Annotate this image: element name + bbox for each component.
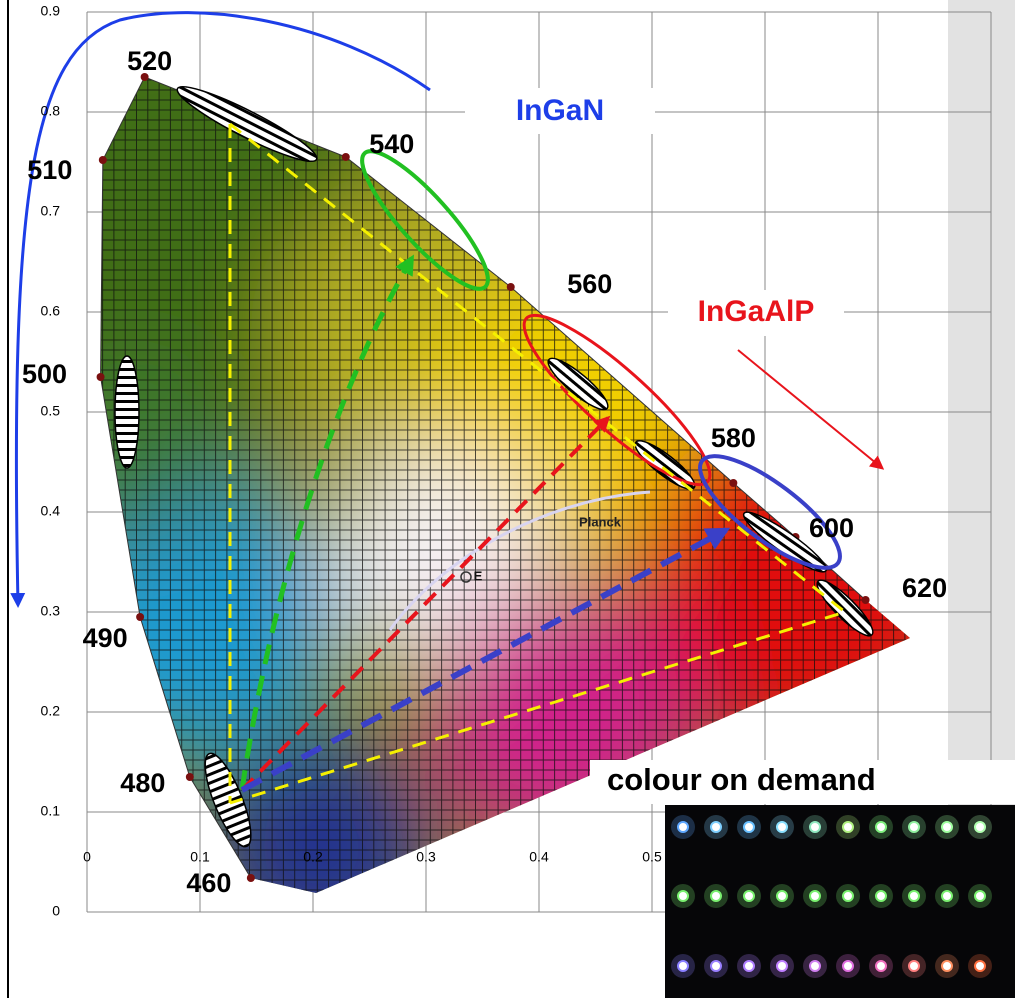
- planck-label: Planck: [579, 514, 622, 529]
- led: [975, 891, 985, 901]
- led: [711, 822, 721, 832]
- y-tick-label: 0.7: [41, 203, 61, 219]
- led: [876, 891, 886, 901]
- locus-point: [136, 613, 144, 621]
- led: [843, 961, 853, 971]
- led: [777, 891, 787, 901]
- led: [909, 822, 919, 832]
- wavelength-label: 480: [120, 768, 165, 798]
- wavelength-label: 460: [186, 868, 231, 898]
- led: [843, 891, 853, 901]
- x-tick-label: 0.3: [416, 849, 436, 865]
- led: [678, 891, 688, 901]
- x-tick-label: 0.4: [529, 849, 549, 865]
- y-tick-label: 0.6: [41, 303, 61, 319]
- y-tick-label: 0.9: [41, 3, 61, 19]
- led: [810, 891, 820, 901]
- y-tick-label: 0.8: [41, 103, 61, 119]
- ingan-label: InGaN: [516, 94, 604, 127]
- x-tick-label: 0.2: [303, 849, 323, 865]
- page: 0 0.1 0.2 0.3 0.4 0.5 0.6 0.7 0.8 0.9 0 0.1 0.2 0.3 0.…: [0, 0, 1015, 998]
- ingaalp-label: InGaAlP: [698, 295, 815, 328]
- led-photo: [665, 805, 1015, 998]
- led-ellipse: [115, 356, 139, 468]
- led: [909, 961, 919, 971]
- led: [876, 822, 886, 832]
- wavelength-label: 540: [369, 129, 414, 159]
- wavelength-label: 510: [27, 155, 72, 185]
- locus-point: [247, 874, 255, 882]
- y-tick-label: 0.2: [41, 703, 61, 719]
- led: [777, 961, 787, 971]
- led: [942, 822, 952, 832]
- led: [711, 961, 721, 971]
- y-tick-label: 0: [52, 903, 60, 919]
- led: [810, 822, 820, 832]
- chart: 0 0.1 0.2 0.3 0.4 0.5 0.6 0.7 0.8 0.9 0 0.1 0.2 0.3 0.…: [0, 0, 1015, 998]
- led: [777, 822, 787, 832]
- locus-point: [507, 283, 515, 291]
- e-label: E: [474, 568, 483, 583]
- led: [975, 822, 985, 832]
- wavelength-label: 580: [711, 423, 756, 453]
- colour-on-demand: colour on demand: [607, 762, 876, 797]
- led: [975, 961, 985, 971]
- led: [678, 961, 688, 971]
- led: [810, 961, 820, 971]
- locus-point: [342, 153, 350, 161]
- x-tick-label: 0.5: [642, 849, 662, 865]
- led: [909, 891, 919, 901]
- y-tick-label: 0.1: [41, 803, 61, 819]
- led: [744, 891, 754, 901]
- y-tick-label: 0.3: [41, 603, 61, 619]
- led: [744, 822, 754, 832]
- led: [843, 822, 853, 832]
- locus-point: [99, 156, 107, 164]
- locus-point: [97, 373, 105, 381]
- wavelength-label: 520: [127, 46, 172, 76]
- led: [678, 822, 688, 832]
- led: [744, 961, 754, 971]
- x-tick-label: 0.1: [190, 849, 210, 865]
- led: [876, 961, 886, 971]
- wavelength-label: 620: [902, 573, 947, 603]
- led: [942, 961, 952, 971]
- wavelength-label: 560: [567, 269, 612, 299]
- x-tick-label: 0: [83, 849, 91, 865]
- locus-point: [186, 773, 194, 781]
- led: [942, 891, 952, 901]
- locus-point: [862, 596, 870, 604]
- locus-point: [729, 479, 737, 487]
- wavelength-label: 500: [22, 359, 67, 389]
- led: [711, 891, 721, 901]
- y-tick-label: 0.5: [41, 403, 61, 419]
- wavelength-label: 600: [809, 513, 854, 543]
- y-tick-label: 0.4: [41, 503, 61, 519]
- wavelength-label: 490: [83, 623, 128, 653]
